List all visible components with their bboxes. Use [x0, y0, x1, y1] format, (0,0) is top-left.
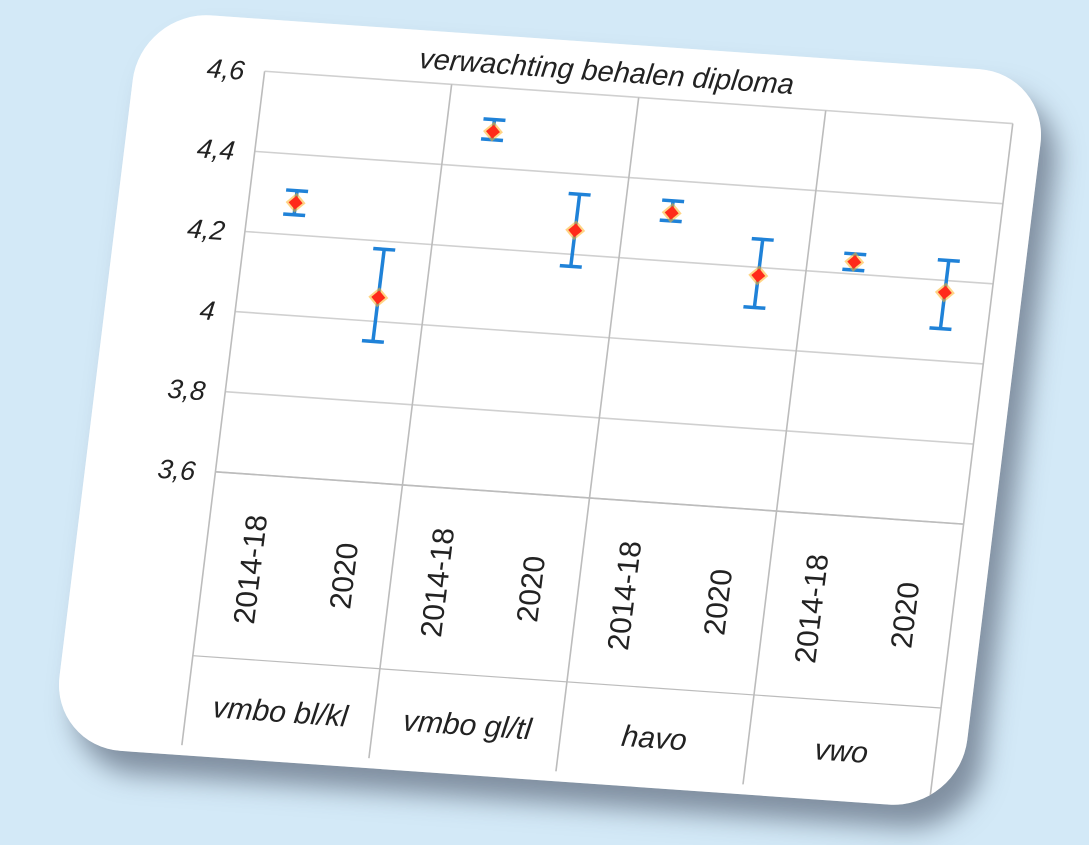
x-tick-label: 2020 [698, 568, 739, 637]
data-point [934, 282, 955, 303]
y-tick-label: 4,4 [195, 133, 236, 165]
data-point [368, 287, 389, 308]
group-divider [742, 110, 827, 785]
x-tick-label: 2020 [324, 542, 365, 611]
group-label: vwo [813, 733, 870, 769]
group-divider [555, 97, 640, 772]
data-point [844, 252, 865, 272]
chart-svg: verwachting behalen diploma 3,6 3,8 4 4,2 4,… [156, 43, 1014, 798]
group-divider [368, 84, 453, 759]
x-tick-label: 2014-18 [602, 540, 648, 652]
data-point [565, 220, 586, 241]
group-label: vmbo gl/tl [401, 705, 534, 747]
y-tick-label: 4 [198, 295, 217, 326]
x-tick-label: 2014-18 [415, 527, 461, 639]
group-divider [181, 71, 266, 746]
x-tick-label: 2020 [511, 555, 552, 624]
data-point [748, 265, 769, 286]
x-tick-label: 2020 [885, 581, 926, 650]
group-divider [929, 123, 1014, 798]
x-tick-label: 2014-18 [789, 553, 835, 665]
y-tick-label: 4,6 [205, 53, 247, 85]
x-tick-label: 2014-18 [228, 514, 274, 626]
y-tick-label: 3,6 [156, 454, 198, 486]
y-tick-label: 3,8 [166, 374, 207, 406]
x-axis-line [215, 471, 964, 525]
group-label: vmbo bl/kl [211, 691, 351, 733]
category-divider-line [192, 655, 942, 709]
group-label: havo [620, 720, 689, 757]
y-tick-label: 4,2 [186, 214, 227, 246]
chart-card: verwachting behalen diploma 3,6 3,8 4 4,2 4,… [50, 10, 1050, 810]
data-point [285, 192, 306, 213]
chart-title: verwachting behalen diploma [417, 43, 795, 101]
data-point [661, 202, 682, 223]
data-point [483, 121, 503, 142]
